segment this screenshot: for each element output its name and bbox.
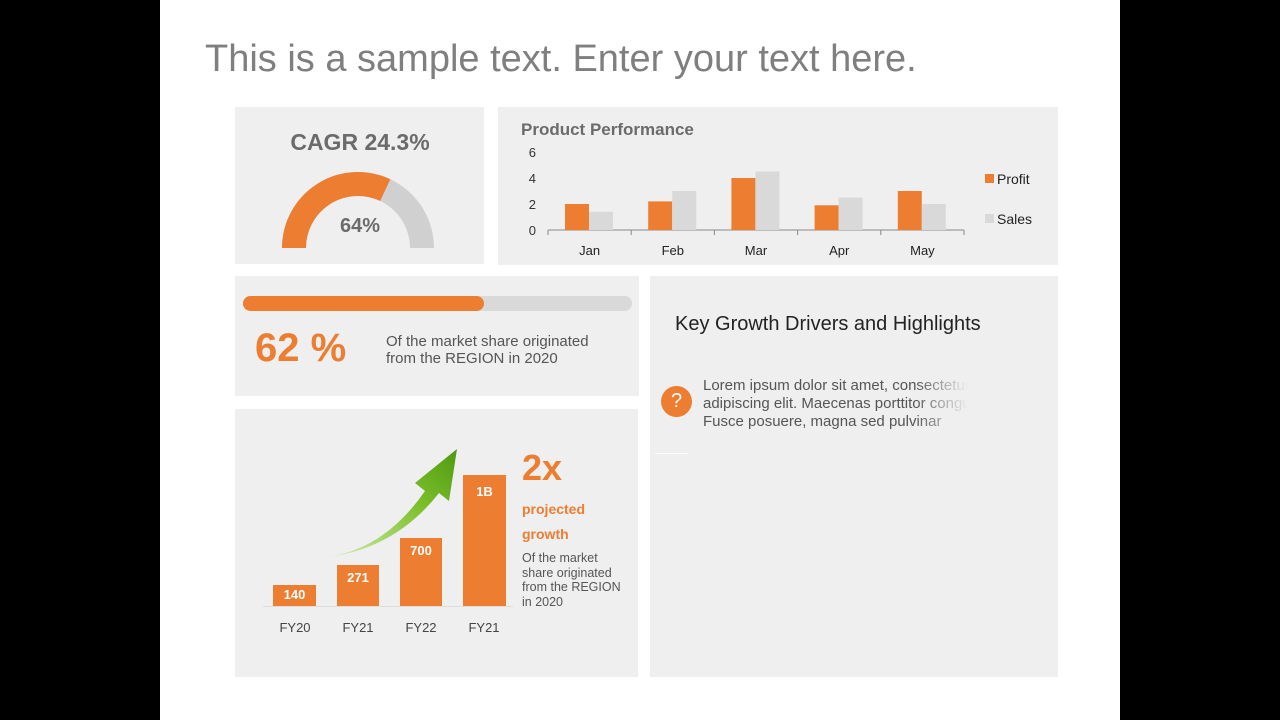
growth-bar: 140 bbox=[273, 585, 316, 606]
bar-chart: 0 2 4 6 Jan Feb Mar Apr May Profit Sales bbox=[529, 145, 1032, 258]
highlights-panel: Key Growth Drivers and Highlights ? Lore… bbox=[650, 276, 1058, 677]
text-line: adipiscing elit. Maecenas porttitor cong… bbox=[703, 395, 968, 412]
bar-profit bbox=[731, 178, 756, 230]
legend-label: Profit bbox=[997, 171, 1030, 187]
bar-label: FY20 bbox=[279, 620, 311, 635]
chart-title: Product Performance bbox=[521, 120, 694, 139]
y-tick-label: 2 bbox=[529, 197, 536, 212]
bar-label: FY21 bbox=[468, 620, 500, 635]
y-tick-label: 6 bbox=[529, 145, 536, 160]
projected-line: projected bbox=[522, 501, 586, 517]
gauge-fill bbox=[282, 172, 391, 249]
x-tick-label: Jan bbox=[579, 243, 600, 258]
legend-swatch bbox=[985, 214, 994, 223]
bar-sales bbox=[755, 171, 780, 230]
desc-line: from the REGION in 2020 bbox=[386, 350, 558, 367]
projected-line: growth bbox=[522, 526, 569, 542]
product-performance-panel: Product Performance 0 2 4 6 Jan Feb Mar Apr May P… bbox=[498, 107, 1058, 265]
y-tick-label: 4 bbox=[529, 171, 536, 186]
growth-bar: 1B bbox=[463, 475, 506, 606]
projected-growth: projected growth bbox=[522, 497, 602, 547]
slide-title: This is a sample text. Enter your text h… bbox=[205, 38, 917, 80]
bar-profit bbox=[565, 204, 589, 230]
highlights-text: Lorem ipsum dolor sit amet, consectetur … bbox=[703, 377, 968, 431]
x-tick-label: Mar bbox=[745, 243, 768, 258]
growth-bar: 700 bbox=[400, 538, 442, 606]
market-percent: 62 % bbox=[255, 326, 347, 370]
text-line: Fusce posuere, magna sed pulvinar bbox=[703, 413, 942, 430]
cagr-panel: CAGR 24.3% 64% bbox=[235, 107, 484, 264]
bar-sales bbox=[921, 204, 946, 230]
growth-bar: 271 bbox=[337, 565, 379, 606]
growth-multiplier: 2x bbox=[522, 447, 563, 488]
question-icon: ? bbox=[661, 386, 692, 417]
y-tick-label: 0 bbox=[529, 223, 536, 238]
highlights-title: Key Growth Drivers and Highlights bbox=[675, 313, 981, 335]
progress-track bbox=[243, 296, 632, 311]
x-tick-label: Apr bbox=[829, 243, 850, 258]
bar-label: FY22 bbox=[405, 620, 437, 635]
cagr-title: CAGR 24.3% bbox=[290, 129, 430, 155]
legend-swatch bbox=[985, 174, 994, 183]
bar-profit bbox=[897, 191, 922, 230]
bar-profit bbox=[814, 205, 839, 230]
growth-description: Of the market share originated from the … bbox=[522, 551, 621, 609]
progress-fill bbox=[243, 296, 485, 311]
growth-panel: 140 271 700 1B FY20 FY21 FY22 FY21 2x pr… bbox=[235, 409, 638, 677]
divider bbox=[655, 453, 688, 454]
text-line: Lorem ipsum dolor sit amet, consectetur bbox=[703, 377, 968, 394]
x-tick-label: May bbox=[910, 243, 935, 258]
bar-sales bbox=[838, 197, 863, 230]
bar-profit bbox=[648, 201, 673, 230]
baseline bbox=[263, 606, 513, 607]
bar-sales bbox=[589, 211, 613, 230]
gauge-value: 64% bbox=[339, 215, 381, 237]
desc-line: Of the market share originated bbox=[386, 333, 589, 350]
slide: This is a sample text. Enter your text h… bbox=[160, 0, 1120, 720]
market-description: Of the market share originated from the … bbox=[386, 333, 589, 367]
bar-sales bbox=[672, 191, 697, 230]
x-tick-label: Feb bbox=[662, 243, 684, 258]
market-share-panel: 62 % Of the market share originated from… bbox=[235, 276, 639, 396]
gauge bbox=[282, 172, 434, 249]
legend-label: Sales bbox=[997, 211, 1032, 227]
growth-arrow-icon bbox=[327, 449, 457, 557]
bar-label: FY21 bbox=[342, 620, 374, 635]
